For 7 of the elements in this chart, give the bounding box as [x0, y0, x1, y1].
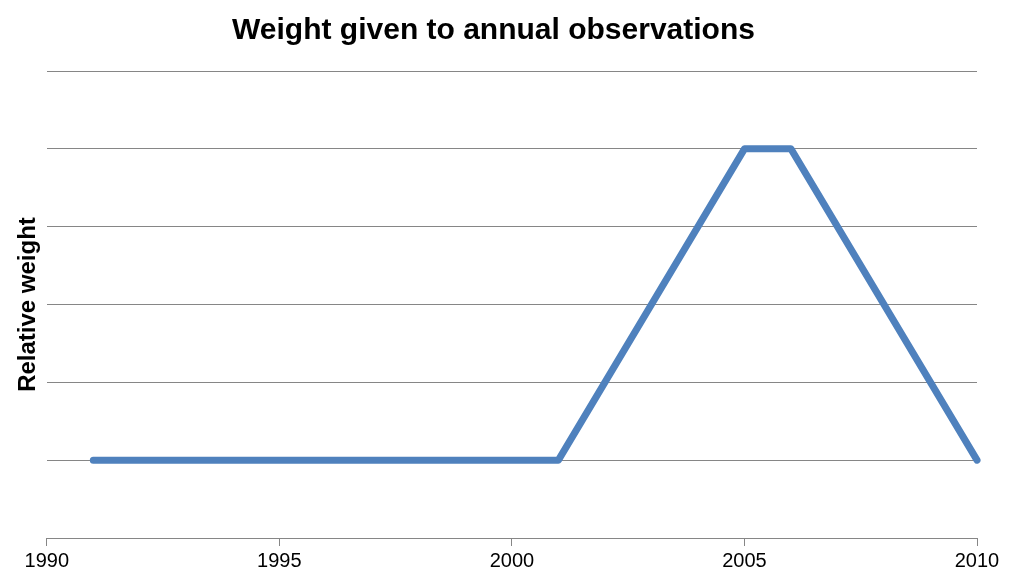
x-tick-label: 2005	[722, 548, 767, 571]
x-tick-label: 1990	[24, 548, 70, 571]
x-tick-label: 2000	[489, 548, 535, 571]
x-tick-label: 2010	[954, 548, 1000, 571]
x-tick-label: 1995	[257, 548, 302, 571]
chart-title: Weight given to annual observations	[232, 12, 755, 46]
y-axis-title: Relative weight	[13, 217, 41, 392]
